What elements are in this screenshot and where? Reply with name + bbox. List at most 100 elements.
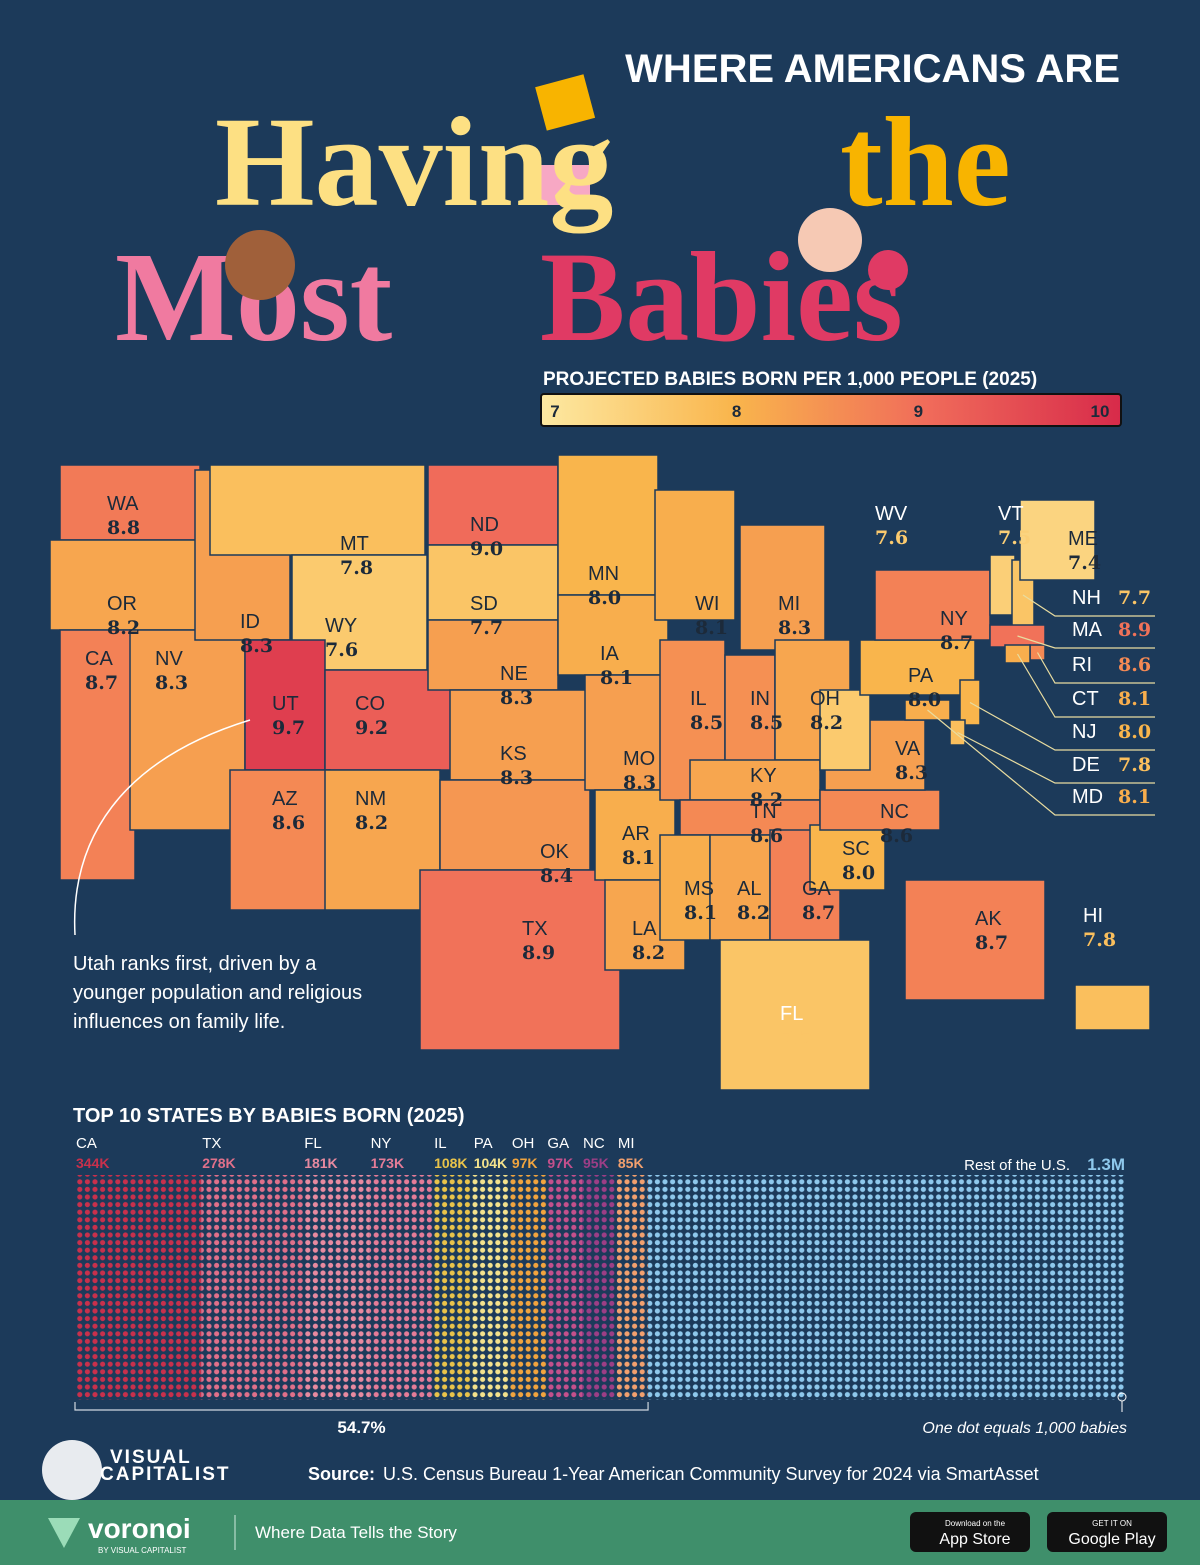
state-value: 7.4 [1068, 552, 1101, 574]
state-value: 8.3 [500, 687, 533, 709]
state-shape [557, 594, 669, 676]
google-play-button[interactable]: GET IT ON Google Play [1047, 1512, 1167, 1552]
app-store-bg [910, 1512, 1030, 1552]
state-value: 8.1 [1118, 786, 1151, 808]
app-store-button[interactable]: Download on the App Store [910, 1512, 1030, 1552]
dot-block-value: 95K [583, 1155, 609, 1171]
dot-block [433, 1175, 473, 1400]
state-code: PA [908, 665, 934, 687]
state-value: 7.8 [340, 557, 373, 579]
leader-line [1016, 653, 1155, 718]
state-code: WA [107, 493, 139, 515]
colorbar [540, 393, 1122, 427]
state-value: 7.7 [470, 617, 503, 639]
state-value: 8.9 [1118, 619, 1151, 641]
state-code: MI [778, 593, 800, 615]
state-shape [209, 464, 426, 556]
title-word: Having [215, 91, 613, 233]
source-text: U.S. Census Bureau 1-Year American Commu… [383, 1464, 1039, 1484]
dot-chart-title: TOP 10 STATES BY BABIES BORN (2025) [73, 1105, 465, 1127]
bracket [74, 1402, 649, 1411]
leader-line [957, 731, 1155, 784]
state-value: 8.2 [107, 617, 140, 639]
dot-block-label: NC [583, 1135, 605, 1152]
state-shape [904, 879, 1046, 1001]
state-code: MS [684, 878, 714, 900]
state-code: IA [600, 643, 620, 665]
state-code: NY [940, 608, 968, 630]
title-word: the [840, 91, 1011, 233]
state-value: 8.3 [623, 772, 656, 794]
dot-block [369, 1175, 434, 1400]
dot-block-value: 278K [202, 1155, 235, 1171]
state-code: WI [695, 593, 719, 615]
state-code: SD [470, 593, 498, 615]
state-value: 8.7 [975, 932, 1008, 954]
state-code: VA [895, 738, 921, 760]
dot-block-label: GA [547, 1135, 569, 1152]
state-code: ME [1068, 528, 1098, 550]
state-code: VT [998, 503, 1024, 525]
brand-logo [42, 1440, 102, 1500]
state-shape [989, 554, 1016, 616]
state-value: 8.1 [684, 902, 717, 924]
state-code: OR [107, 593, 137, 615]
state-code: MO [623, 748, 655, 770]
dot-block-value: 173K [371, 1155, 404, 1171]
dot-block [648, 1175, 1125, 1400]
leader-line [1017, 635, 1155, 649]
dot-block-label: CA [76, 1135, 97, 1152]
state-code: TX [522, 918, 548, 940]
state-shape [439, 779, 591, 871]
dot-block [546, 1175, 583, 1400]
colorbar-tick-label: 7 [550, 402, 559, 421]
dot-block [582, 1175, 617, 1400]
state-code: OH [810, 688, 840, 710]
state-value: 8.1 [600, 667, 633, 689]
dot-block-value: 104K [474, 1155, 507, 1171]
state-code: TN [750, 801, 777, 823]
leader-line [927, 709, 1155, 816]
state-shape [739, 524, 826, 651]
dot-block [472, 1175, 511, 1400]
map-title: PROJECTED BABIES BORN PER 1,000 PEOPLE (… [543, 369, 1037, 390]
state-code: AR [622, 823, 650, 845]
state-code: CT [1072, 688, 1099, 710]
state-shape [557, 454, 659, 596]
state-code: FL [780, 1003, 803, 1025]
state-code: ID [240, 611, 260, 633]
state-shape [719, 939, 871, 1091]
state-value: 8.4 [540, 865, 573, 887]
state-shape [1019, 499, 1096, 581]
state-code: RI [1072, 654, 1092, 676]
state-value: 7.8 [1118, 754, 1151, 776]
state-value: 8.5 [750, 712, 783, 734]
dot-block [616, 1175, 649, 1400]
dot-block [510, 1175, 547, 1400]
state-shape [874, 569, 991, 641]
state-value: 8.7 [85, 672, 118, 694]
state-shape [1074, 984, 1151, 1031]
dot-block-value: 85K [618, 1155, 644, 1171]
state-value: 8.1 [622, 847, 655, 869]
dot-block-value: 97K [547, 1155, 573, 1171]
state-shape [129, 629, 246, 831]
state-code: NH [1072, 587, 1101, 609]
state-value: 7.5 [998, 527, 1031, 549]
state-value: 8.6 [272, 812, 305, 834]
decor-block [538, 165, 590, 205]
google-play-small: GET IT ON [1092, 1519, 1132, 1528]
voronoi-logo [48, 1518, 80, 1548]
state-code: NV [155, 648, 183, 670]
dot-block-value: 97K [512, 1155, 538, 1171]
leader-line [1022, 594, 1155, 617]
dot-block-value: 181K [304, 1155, 337, 1171]
brand-name: VISUAL [110, 1447, 192, 1468]
state-shape [49, 539, 201, 631]
brand-name: CAPITALIST [100, 1464, 230, 1485]
state-code: SC [842, 838, 870, 860]
state-value: 8.5 [690, 712, 723, 734]
colorbar-tick-label: 8 [732, 402, 741, 421]
dot-block [201, 1175, 304, 1400]
kicker: WHERE AMERICANS ARE [625, 47, 1120, 91]
